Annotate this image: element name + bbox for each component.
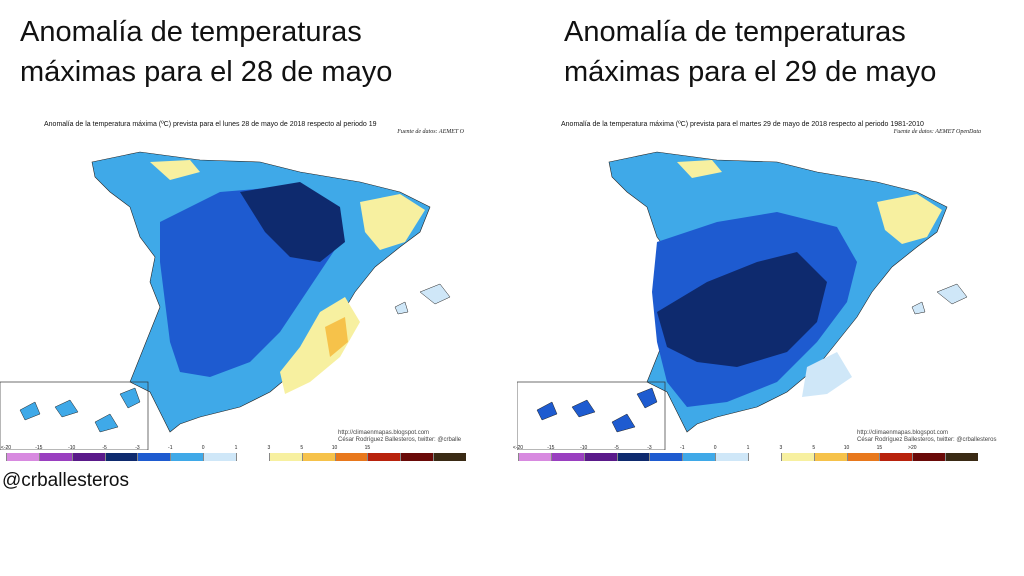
- region-northeast-yellow: [877, 194, 942, 244]
- legend-ticks: <-20 -15 -10 -5 -3 -1 0 1 3 5 10 15 >20: [513, 445, 978, 453]
- legend-swatch: [268, 453, 302, 461]
- legend-swatch: [583, 453, 617, 461]
- legend-swatch: [400, 453, 434, 461]
- panel-title: Anomalía de temperaturas máximas para el…: [564, 16, 937, 88]
- color-legend: <-20 -15 -10 -5 -3 -1 0 1 3 5 10 15 >20: [513, 445, 979, 463]
- canary-islands: [19, 387, 141, 433]
- map-source: Fuente de datos: AEMET O: [397, 129, 464, 135]
- region-very-dark-blue: [240, 182, 345, 262]
- legend-swatch: [879, 453, 913, 461]
- region-very-dark-blue: [657, 252, 827, 367]
- balearic-islands: [911, 283, 968, 315]
- region-east-orange: [325, 317, 348, 357]
- legend-swatch: [203, 453, 237, 461]
- legend-swatch: [236, 453, 269, 461]
- region-southeast-light: [802, 352, 852, 397]
- legend-tick-label: 15: [364, 445, 371, 451]
- legend-swatch: [682, 453, 716, 461]
- legend-tick-label: 10: [843, 445, 850, 451]
- legend-tick-label: -3: [135, 445, 140, 451]
- legend-swatch: [715, 453, 749, 461]
- legend-swatch: [912, 453, 946, 461]
- map-panel-may-28: Anomalía de temperaturas máximas para el…: [0, 16, 468, 491]
- legend-tick-label: 0: [713, 445, 717, 451]
- map-header: Anomalía de la temperatura máxima (ºC) p…: [561, 121, 924, 128]
- region-northeast-yellow: [360, 194, 425, 250]
- region-north-yellow: [677, 160, 722, 178]
- legend-ticks: <-20 -15 -10 -5 -3 -1 0 1 3 5 10 15: [1, 445, 466, 453]
- legend-tick-label: <-20: [512, 445, 524, 451]
- credit-author: César Rodríguez Ballesteros, twitter: @c…: [857, 437, 997, 443]
- legend-swatch: [334, 453, 368, 461]
- legend-tick-label: 5: [300, 445, 304, 451]
- legend-tick-label: 5: [812, 445, 816, 451]
- credit-url: http://climaenmapas.blogspot.com: [338, 430, 430, 436]
- legend-tick-label: 1: [746, 445, 750, 451]
- legend-swatch: [71, 453, 105, 461]
- legend-tick-label: -1: [680, 445, 685, 451]
- legend-swatch: [301, 453, 335, 461]
- author-handle: @crballesteros: [2, 470, 129, 491]
- legend-tick-label: -5: [102, 445, 107, 451]
- region-north-yellow: [150, 160, 200, 180]
- balearic-islands: [394, 283, 451, 315]
- color-legend: <-20 -15 -10 -5 -3 -1 0 1 3 5 10 15: [1, 445, 467, 463]
- legend-tick-label: -5: [614, 445, 619, 451]
- legend-swatch: [170, 453, 204, 461]
- legend-swatch: [433, 453, 467, 461]
- anomaly-map: Anomalía de la temperatura máxima (ºC) p…: [0, 116, 468, 461]
- credit-url: http://climaenmapas.blogspot.com: [857, 430, 949, 436]
- legend-color-bar: [6, 453, 467, 461]
- legend-tick-label: -10: [580, 445, 588, 451]
- legend-swatch: [518, 453, 551, 461]
- legend-swatch: [649, 453, 683, 461]
- legend-swatch: [813, 453, 847, 461]
- legend-tick-label: <-20: [0, 445, 12, 451]
- credit-author: César Rodríguez Ballesteros, twitter: @c…: [338, 437, 462, 443]
- legend-swatch: [846, 453, 880, 461]
- legend-swatch: [780, 453, 814, 461]
- legend-tick-label: -15: [547, 445, 555, 451]
- legend-tick-label: 15: [876, 445, 883, 451]
- legend-swatch: [137, 453, 171, 461]
- anomaly-map: Anomalía de la temperatura máxima (ºC) p…: [517, 116, 996, 461]
- panel-title: Anomalía de temperaturas máximas para el…: [20, 16, 393, 88]
- spain-anomaly-map-graphic: [0, 151, 451, 450]
- legend-swatch: [550, 453, 584, 461]
- legend-swatch: [104, 453, 138, 461]
- legend-tick-label: 0: [201, 445, 205, 451]
- map-panel-may-29: Anomalía de temperaturas máximas para el…: [512, 0, 1024, 576]
- legend-tick-label: 3: [779, 445, 783, 451]
- legend-swatch: [945, 453, 979, 461]
- legend-swatch: [6, 453, 39, 461]
- spain-anomaly-map-graphic: [517, 151, 968, 450]
- legend-tick-label: -15: [35, 445, 43, 451]
- legend-tick-label: -1: [168, 445, 173, 451]
- legend-color-bar: [518, 453, 979, 461]
- map-header: Anomalía de la temperatura máxima (ºC) p…: [44, 121, 377, 128]
- legend-tick-label: 3: [267, 445, 271, 451]
- legend-swatch: [748, 453, 781, 461]
- legend-tick-label: 1: [234, 445, 238, 451]
- legend-swatch: [38, 453, 72, 461]
- canary-islands: [536, 387, 658, 433]
- canary-inset-frame: [0, 381, 149, 450]
- legend-tick-label: -3: [647, 445, 652, 451]
- legend-swatch: [616, 453, 650, 461]
- legend-swatch: [367, 453, 401, 461]
- canary-inset-frame: [517, 381, 666, 450]
- legend-tick-label: -10: [68, 445, 76, 451]
- map-source: Fuente de datos: AEMET OpenData: [893, 129, 981, 135]
- legend-tick-label: 10: [331, 445, 338, 451]
- legend-tick-label: >20: [908, 445, 917, 451]
